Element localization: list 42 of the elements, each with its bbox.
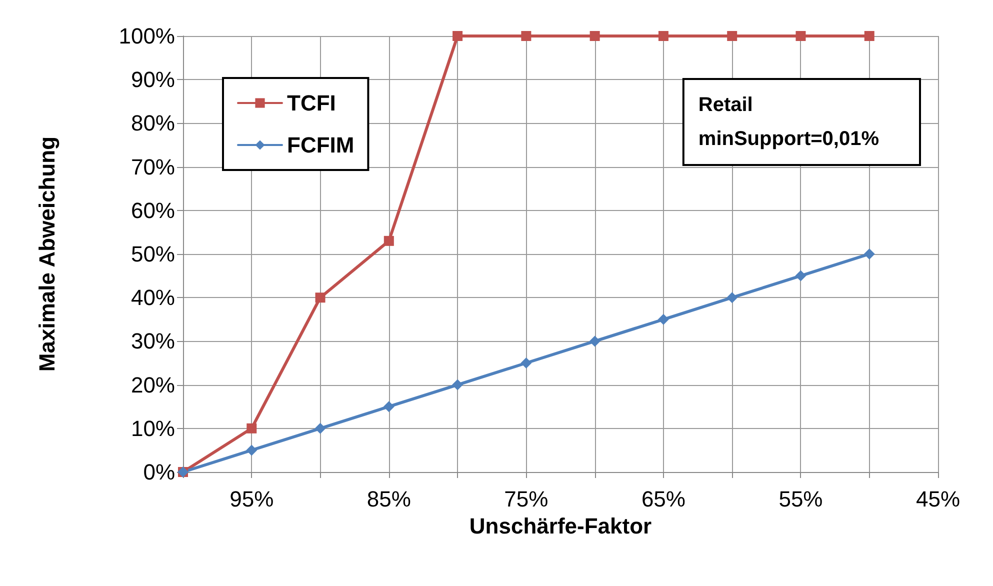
x-axis-title: Unschärfe-Faktor — [469, 513, 652, 538]
y-tick-label: 90% — [130, 67, 175, 92]
point — [726, 292, 738, 304]
y-axis-title: Maximale Abweichung — [34, 136, 60, 372]
y-tick-label: 30% — [130, 328, 175, 354]
point — [590, 31, 600, 41]
point — [246, 423, 257, 434]
point — [384, 236, 394, 246]
y-tick-label: 20% — [130, 372, 175, 398]
x-tick-label: 95% — [230, 486, 274, 512]
y-tick-label: 80% — [130, 110, 175, 136]
point — [452, 379, 464, 390]
point — [383, 401, 394, 412]
legend-label: TCFI — [287, 90, 336, 116]
x-tick-label: 65% — [641, 486, 686, 512]
point — [452, 31, 463, 41]
point — [658, 314, 669, 325]
y-tick-label: 100% — [118, 24, 175, 48]
legend-label: FCFIM — [287, 132, 354, 158]
point — [795, 270, 806, 282]
annotation: Retail minSupport=0,01% — [698, 94, 880, 150]
point — [589, 336, 600, 347]
point — [314, 422, 326, 434]
point — [864, 31, 874, 41]
x-tick-label: 55% — [778, 486, 823, 512]
y-tick-label: 40% — [130, 285, 175, 310]
y-tick-label: 0% — [143, 460, 175, 484]
x-tick-label: 45% — [916, 486, 960, 512]
x-tick-label: 85% — [366, 486, 411, 512]
y-tick-label: 70% — [130, 154, 175, 180]
point — [727, 31, 738, 41]
point — [658, 31, 668, 41]
y-tick-label: 60% — [130, 198, 175, 223]
point — [315, 292, 326, 303]
y-tick-label: 10% — [130, 416, 175, 441]
point — [520, 358, 532, 368]
point — [864, 248, 875, 260]
x-tick-label: 75% — [504, 486, 548, 512]
point — [246, 444, 258, 456]
point — [796, 31, 806, 41]
point — [521, 31, 532, 41]
y-tick-label: 50% — [130, 242, 175, 266]
